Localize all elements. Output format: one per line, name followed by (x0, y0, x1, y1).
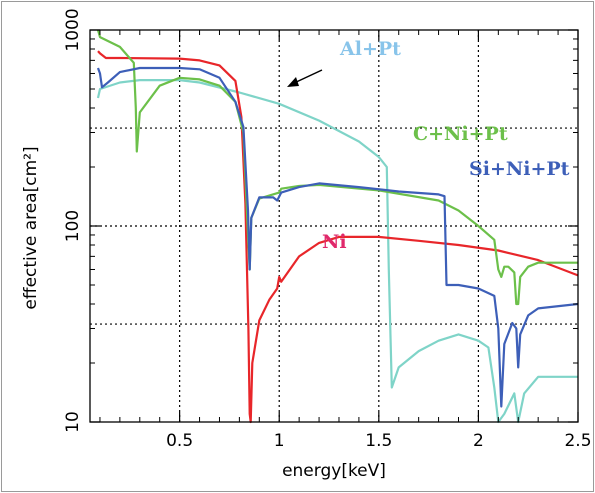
ticks (90, 29, 579, 423)
y-axis-label: effective area[cm²] (21, 146, 41, 309)
series-line-ni (97, 50, 578, 424)
y-tick-label: 1000 (63, 8, 83, 51)
series-layer (96, 29, 578, 424)
series-line-si-ni-pt (96, 66, 578, 408)
y-tick-label: 100 (63, 210, 83, 242)
tick-labels: 0.5 1 1.5 2 2.5 10 100 1000 (63, 8, 592, 451)
x-tick-label: 1.5 (365, 431, 392, 451)
annotation-ni: Ni (322, 231, 347, 253)
annotation-si-ni-pt: Si+Ni+Pt (469, 158, 570, 180)
x-axis-label: energy[keV] (282, 461, 386, 481)
annotation-al-pt: Al+Pt (339, 38, 401, 60)
plot-frame (89, 29, 579, 423)
x-tick-label: 1 (274, 431, 285, 451)
series-line-al-pt (96, 79, 578, 424)
x-tick-label: 2.5 (564, 431, 591, 451)
grid (90, 30, 578, 422)
series-line-c-ni-pt (96, 29, 578, 306)
annotation-arrow-head (287, 77, 299, 87)
annotation-c-ni-pt: C+Ni+Pt (413, 123, 508, 145)
x-tick-label: 2 (473, 431, 484, 451)
x-tick-label: 0.5 (166, 431, 193, 451)
y-tick-label: 10 (63, 411, 83, 433)
